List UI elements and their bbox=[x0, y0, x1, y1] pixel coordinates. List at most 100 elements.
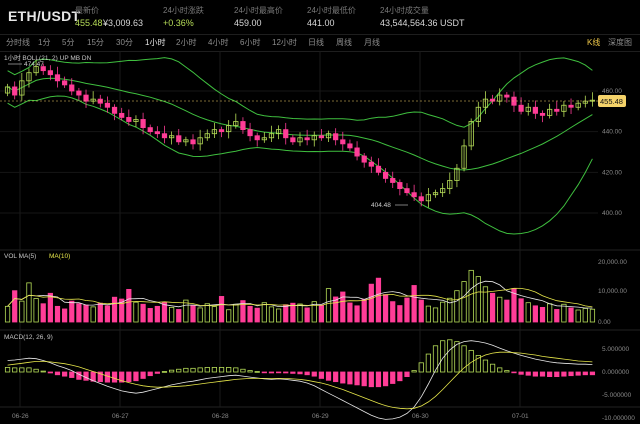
volume-bar bbox=[197, 307, 203, 323]
volume-bar bbox=[133, 301, 139, 323]
macd-legend: MACD(12, 26, 9) bbox=[4, 334, 53, 341]
candle-body bbox=[119, 112, 125, 118]
volume-bar bbox=[318, 304, 325, 323]
volume-bar bbox=[354, 305, 360, 323]
macd-bar bbox=[218, 366, 225, 373]
macd-bar bbox=[283, 371, 289, 374]
volume-bar bbox=[382, 294, 389, 323]
x-label: 06-27 bbox=[112, 413, 129, 420]
volume-bar bbox=[247, 305, 253, 323]
tab-12hour[interactable]: 12小时 bbox=[272, 38, 297, 47]
volume-bar bbox=[333, 296, 339, 323]
candle-body bbox=[183, 139, 189, 143]
macd-bar bbox=[97, 371, 103, 383]
low-value: 441.00 bbox=[307, 18, 335, 28]
macd-bar bbox=[482, 359, 489, 373]
symbol-title[interactable]: ETH/USDT bbox=[8, 8, 81, 24]
macd-bar bbox=[304, 371, 310, 376]
volume-bar bbox=[283, 304, 289, 323]
macd-bar bbox=[454, 341, 460, 373]
macd-bar bbox=[397, 371, 403, 382]
tab-timeline[interactable]: 分时线 bbox=[6, 38, 30, 47]
macd-bar bbox=[525, 371, 531, 376]
volume-bar bbox=[475, 276, 481, 323]
candle-body bbox=[247, 129, 253, 137]
volume-bar bbox=[261, 302, 267, 323]
tab-4hour[interactable]: 4小时 bbox=[208, 38, 229, 47]
candle-body bbox=[418, 196, 424, 202]
macd-bar bbox=[204, 366, 210, 373]
macd-bar bbox=[119, 371, 125, 383]
candle-body bbox=[432, 192, 439, 196]
macd-bar bbox=[233, 367, 239, 373]
volume-bar bbox=[183, 299, 189, 323]
volume-bar bbox=[190, 305, 196, 323]
volume-bar bbox=[568, 307, 574, 323]
macd-bar bbox=[440, 340, 446, 373]
macd-bar bbox=[126, 371, 132, 383]
tab-week[interactable]: 周线 bbox=[336, 38, 352, 47]
tab-month[interactable]: 月线 bbox=[364, 38, 380, 47]
tab-30min[interactable]: 30分 bbox=[116, 38, 133, 47]
candle-body bbox=[539, 112, 546, 116]
candle-body bbox=[404, 188, 410, 194]
candle-body bbox=[504, 94, 510, 98]
candle-body bbox=[361, 155, 367, 163]
volume-tick: 10,000.00 bbox=[598, 288, 627, 295]
volume-bar bbox=[26, 282, 32, 323]
tab-depth[interactable]: 深度图 bbox=[608, 38, 632, 47]
macd-bar bbox=[575, 371, 581, 376]
tab-1min[interactable]: 1分 bbox=[38, 38, 51, 47]
candle-body bbox=[468, 121, 474, 147]
tab-5min[interactable]: 5分 bbox=[62, 38, 75, 47]
volume-bar bbox=[76, 303, 82, 323]
macd-tick: 5.000000 bbox=[602, 346, 629, 353]
tab-1hour[interactable]: 1小时 bbox=[145, 38, 166, 47]
tab-6hour[interactable]: 6小时 bbox=[240, 38, 261, 47]
volume-bar bbox=[340, 291, 346, 323]
volume-bar bbox=[404, 297, 410, 323]
candle-body bbox=[290, 137, 296, 143]
candle-body bbox=[104, 102, 111, 108]
volume-bar bbox=[368, 283, 374, 323]
volume-bar bbox=[4, 305, 11, 323]
macd-bar bbox=[47, 371, 53, 374]
macd-bar bbox=[589, 371, 596, 376]
macd-bar bbox=[432, 345, 439, 373]
macd-bar bbox=[169, 369, 175, 373]
candle-body bbox=[4, 86, 11, 94]
volume-bar bbox=[311, 301, 317, 323]
tab-kline[interactable]: K线 bbox=[587, 38, 601, 47]
volume-bar bbox=[140, 303, 146, 323]
candle-body bbox=[440, 188, 446, 194]
volume-bar bbox=[440, 301, 446, 323]
candle-body bbox=[411, 192, 417, 198]
volume-bar bbox=[147, 308, 153, 323]
volume-bar bbox=[482, 286, 489, 323]
tab-15min[interactable]: 15分 bbox=[87, 38, 104, 47]
volume-bar bbox=[447, 297, 453, 323]
macd-dea-line bbox=[7, 351, 593, 410]
candle-body bbox=[204, 133, 210, 139]
volume-bar bbox=[226, 309, 232, 323]
candle-body bbox=[354, 147, 360, 157]
candle-body bbox=[140, 119, 146, 129]
macd-bar bbox=[547, 371, 553, 377]
candle-body bbox=[390, 178, 396, 183]
macd-bar bbox=[368, 371, 374, 388]
tab-2hour[interactable]: 2小时 bbox=[176, 38, 197, 47]
candlestick-chart[interactable]: 06-26 06-27 06-28 06-29 06-30 07-01 460.00 440… bbox=[0, 51, 640, 424]
candle-body bbox=[347, 143, 353, 149]
boll-middle-band bbox=[7, 77, 593, 171]
volume-bar bbox=[539, 306, 546, 323]
candle-body bbox=[133, 119, 139, 122]
tab-day[interactable]: 日线 bbox=[308, 38, 324, 47]
candle-body bbox=[211, 129, 218, 135]
macd-bar bbox=[83, 371, 89, 381]
candle-body bbox=[275, 129, 282, 135]
candle-body bbox=[304, 137, 310, 141]
volume-bar bbox=[461, 281, 467, 323]
candle-body bbox=[261, 137, 267, 141]
macd-bar bbox=[340, 371, 346, 384]
macd-bar bbox=[532, 371, 538, 377]
